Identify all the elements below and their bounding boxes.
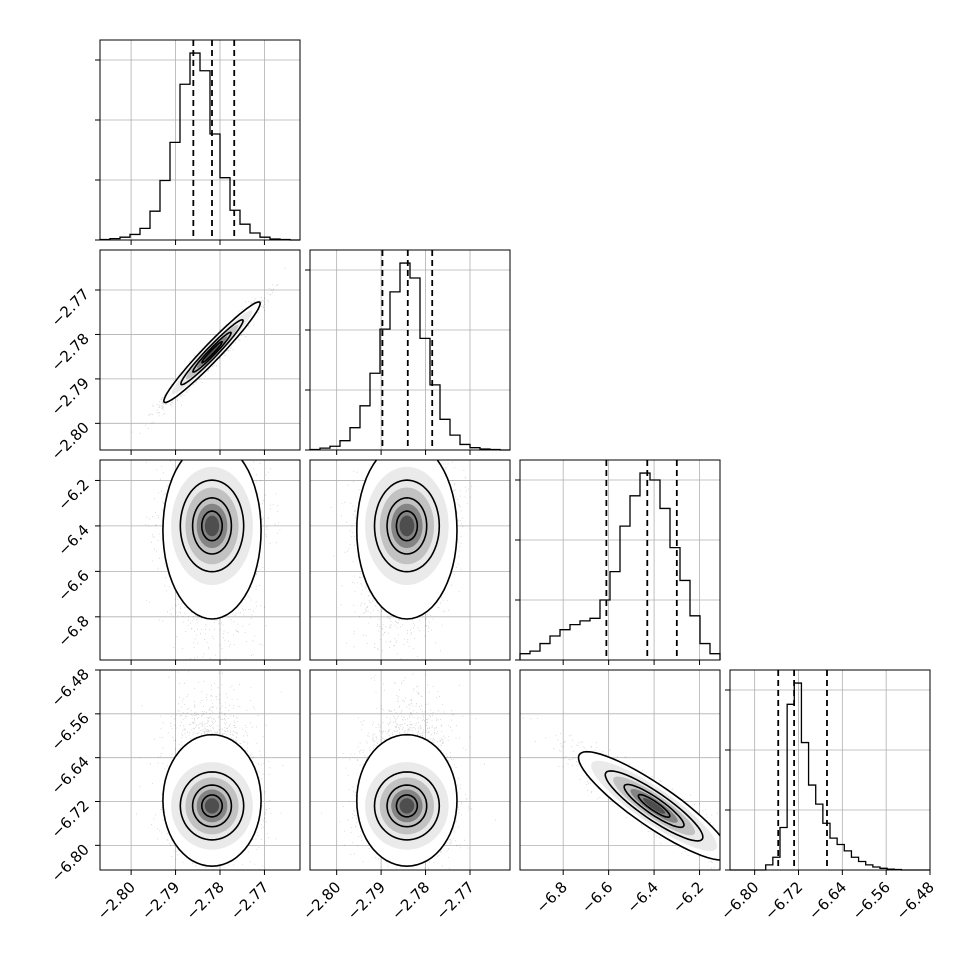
panel-background <box>100 40 300 240</box>
density-contour <box>373 771 441 841</box>
panel-frame <box>519 669 721 871</box>
density-fill <box>204 798 220 814</box>
density-contour <box>386 496 428 555</box>
x-tick-label: −2.80 <box>299 878 344 923</box>
density-contour <box>180 318 244 386</box>
density-layer <box>321 673 496 870</box>
density-contour <box>623 783 685 829</box>
density-fill <box>643 798 666 814</box>
density-contour <box>395 794 419 818</box>
y-tick-label: −6.2 <box>54 476 92 514</box>
x-tick-label: −2.79 <box>138 878 183 923</box>
y-tick-label: −2.77 <box>48 285 93 330</box>
x-tick-label: −2.79 <box>344 878 389 923</box>
histogram-step-line <box>730 682 930 871</box>
density-contour <box>201 794 223 818</box>
y-tick-label: −6.64 <box>48 753 93 798</box>
panel-frame <box>309 249 511 451</box>
panel-frame <box>99 459 301 661</box>
density-contour <box>637 793 671 819</box>
density-contour <box>604 770 704 842</box>
x-tick-label: −2.78 <box>183 878 228 923</box>
x-tick-label: −2.77 <box>433 878 478 923</box>
density-layer <box>145 460 281 660</box>
density-contour <box>355 733 458 868</box>
panel-frame <box>99 669 301 871</box>
density-contour <box>162 460 262 620</box>
density-contour <box>191 496 233 555</box>
y-tick-label: −6.56 <box>48 709 93 754</box>
density-contour <box>179 479 245 573</box>
density-contour <box>179 771 245 841</box>
x-tick-label: −6.8 <box>533 878 571 916</box>
y-tick-label: −6.8 <box>54 612 92 650</box>
histogram-step-line <box>519 472 721 660</box>
scatter-panel-p1-p3 <box>309 669 511 871</box>
y-tick-label: −6.4 <box>54 521 92 559</box>
histogram-panel-p3 <box>725 669 931 871</box>
scatter-panel-p2-p3 <box>519 669 721 871</box>
density-contour <box>191 784 233 828</box>
density-contour <box>162 301 262 404</box>
density-contour <box>192 331 232 373</box>
panel-frame <box>309 669 511 871</box>
density-contour <box>386 784 428 828</box>
histogram-panel-p0 <box>95 39 301 241</box>
sample-points <box>330 460 473 660</box>
x-tick-label: −2.80 <box>94 878 139 923</box>
density-layer <box>136 671 284 870</box>
density-contour <box>395 510 419 542</box>
y-tick-label: −6.48 <box>48 665 93 710</box>
density-contour <box>201 510 223 542</box>
scatter-panel-p0-p1 <box>99 249 301 451</box>
density-contour <box>201 341 223 364</box>
density-fill <box>205 344 219 360</box>
density-fill <box>399 515 415 537</box>
histogram-step-line <box>99 52 300 241</box>
x-tick-label: −6.48 <box>893 878 938 923</box>
density-contour <box>162 733 262 868</box>
panel-frame <box>99 39 301 241</box>
x-tick-label: −6.64 <box>805 878 850 923</box>
density-layer <box>131 267 286 434</box>
panel-background <box>310 250 510 450</box>
y-tick-label: −6.80 <box>48 840 93 885</box>
x-tick-label: −6.72 <box>761 878 806 923</box>
density-contour <box>355 460 458 620</box>
panel-background <box>730 670 930 870</box>
density-layer <box>330 460 473 660</box>
x-tick-label: −6.4 <box>623 878 661 916</box>
x-tick-label: −6.2 <box>669 878 707 916</box>
histogram-step-line <box>309 262 510 451</box>
density-contour <box>577 750 720 861</box>
scatter-panel-p0-p2 <box>99 459 301 661</box>
y-tick-label: −2.80 <box>48 418 93 463</box>
density-layer <box>522 717 720 869</box>
density-fill <box>204 515 220 537</box>
panel-background <box>100 250 300 450</box>
y-tick-label: −2.79 <box>48 374 93 419</box>
x-tick-label: −6.80 <box>717 878 762 923</box>
panel-frame <box>519 459 721 661</box>
x-tick-label: −6.56 <box>849 878 894 923</box>
density-fill <box>399 798 415 814</box>
y-tick-label: −6.72 <box>48 797 93 842</box>
density-contour <box>373 479 441 573</box>
y-tick-label: −2.78 <box>48 330 93 375</box>
x-tick-label: −6.6 <box>578 878 616 916</box>
scatter-panel-p0-p3 <box>99 669 301 871</box>
panel-frame <box>309 459 511 661</box>
histogram-panel-p2 <box>515 459 721 661</box>
x-tick-label: −2.77 <box>227 878 272 923</box>
panel-frame <box>99 249 301 451</box>
y-tick-label: −6.6 <box>54 566 92 604</box>
panel-frame <box>729 669 931 871</box>
histogram-panel-p1 <box>305 249 511 451</box>
x-tick-label: −2.78 <box>388 878 433 923</box>
scatter-panel-p1-p2 <box>309 459 511 661</box>
